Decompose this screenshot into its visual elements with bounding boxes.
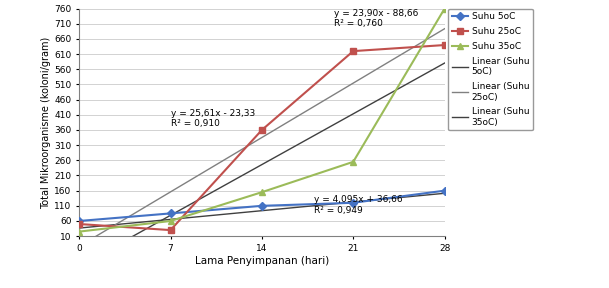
Legend: Suhu 5oC, Suhu 25oC, Suhu 35oC, Linear (Suhu
5oC), Linear (Suhu
25oC), Linear (S: Suhu 5oC, Suhu 25oC, Suhu 35oC, Linear (… — [448, 9, 533, 130]
Suhu 5oC — [441, 189, 448, 192]
Suhu 25oC — [167, 228, 174, 232]
Line: Suhu 35oC: Suhu 35oC — [76, 5, 448, 235]
Y-axis label: Total Mikroorganisme (koloni/gram): Total Mikroorganisme (koloni/gram) — [41, 36, 52, 209]
Suhu 5oC — [350, 201, 357, 204]
Suhu 35oC — [76, 230, 83, 233]
Suhu 5oC — [76, 219, 83, 223]
Line: Suhu 25oC: Suhu 25oC — [76, 42, 448, 233]
Suhu 35oC — [350, 160, 357, 164]
Text: y = 4,095x + 36,66
R² = 0,949: y = 4,095x + 36,66 R² = 0,949 — [314, 195, 403, 215]
Suhu 5oC — [258, 204, 266, 208]
Suhu 35oC — [258, 190, 266, 194]
Text: y = 23,90x - 88,66
R² = 0,760: y = 23,90x - 88,66 R² = 0,760 — [334, 9, 418, 28]
Line: Suhu 5oC: Suhu 5oC — [76, 188, 448, 224]
Suhu 25oC — [258, 128, 266, 132]
X-axis label: Lama Penyimpanan (hari): Lama Penyimpanan (hari) — [195, 255, 329, 266]
Suhu 5oC — [167, 212, 174, 215]
Suhu 35oC — [167, 219, 174, 223]
Text: y = 25,61x - 23,33
R² = 0,910: y = 25,61x - 23,33 R² = 0,910 — [171, 109, 255, 128]
Suhu 25oC — [76, 222, 83, 226]
Suhu 25oC — [350, 49, 357, 53]
Suhu 25oC — [441, 43, 448, 47]
Suhu 35oC — [441, 7, 448, 10]
